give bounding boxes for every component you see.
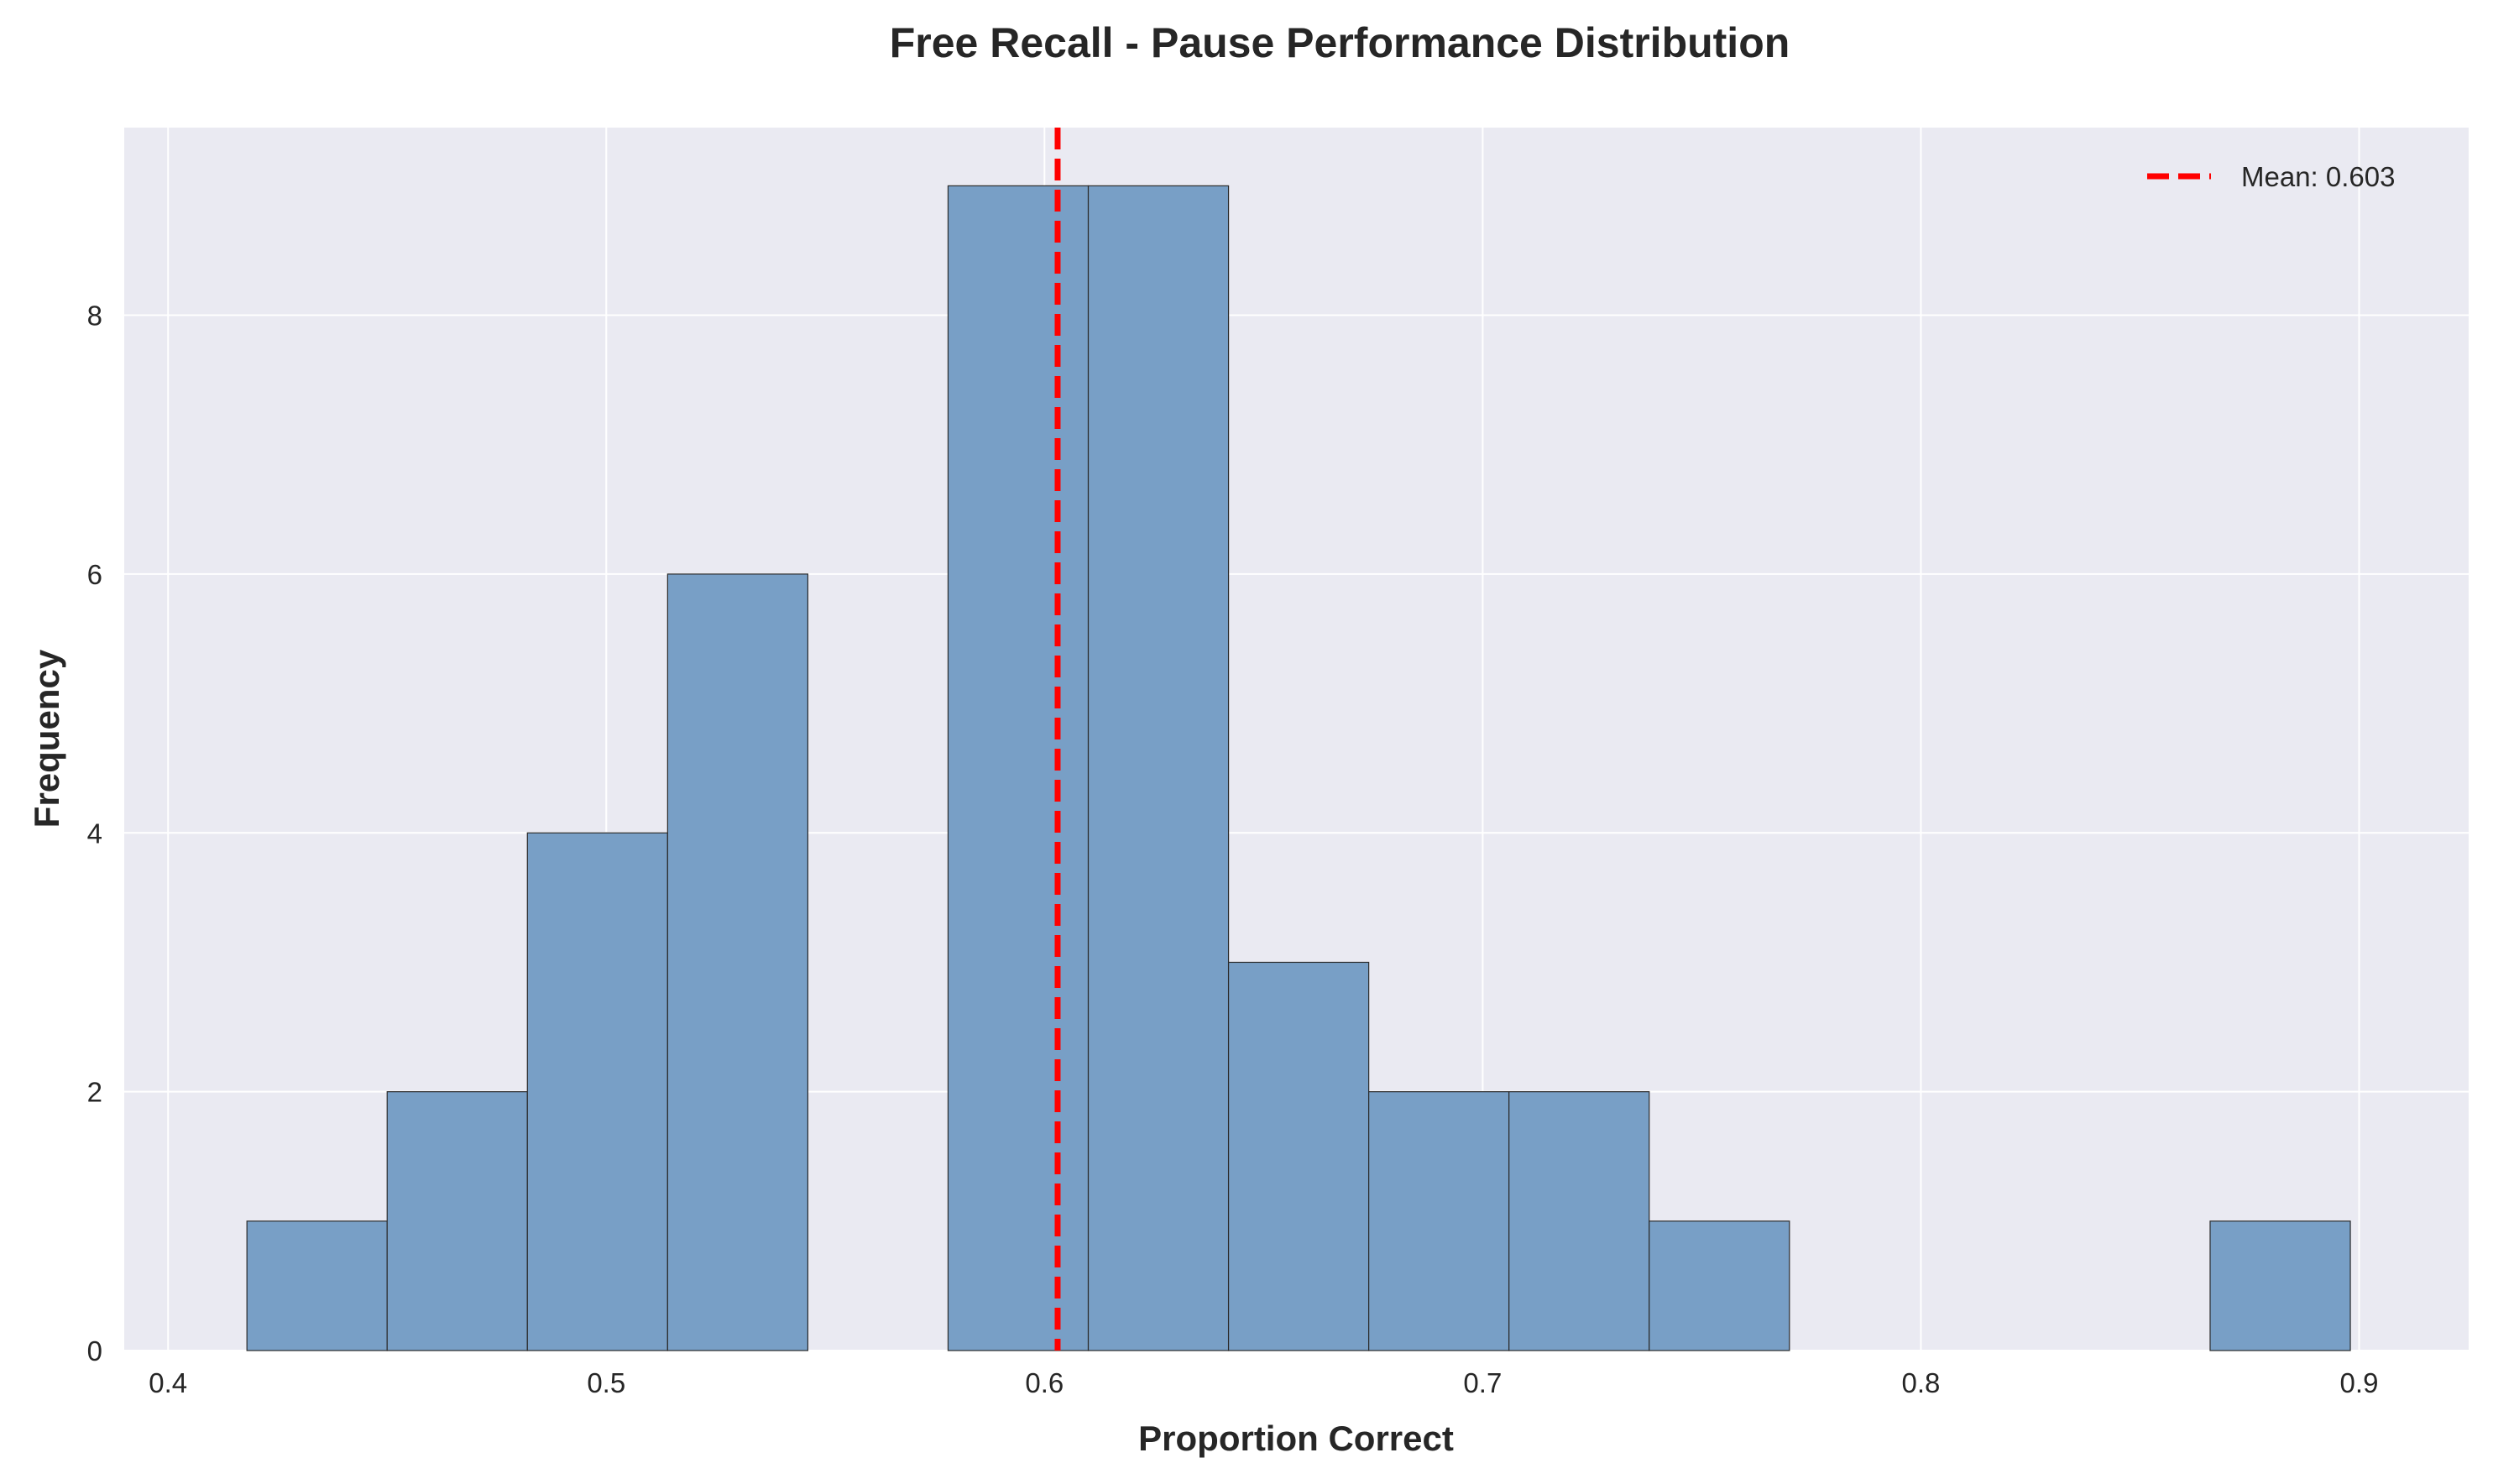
chart-title: Free Recall - Pause Performance Distribu…	[890, 19, 1790, 66]
y-tick-label: 6	[87, 559, 102, 590]
histogram-bar	[2209, 1220, 2351, 1351]
x-axis-label: Proportion Correct	[1138, 1419, 1454, 1458]
y-axis-label: Frequency	[27, 649, 66, 828]
tick-labels: 0.4 0.5 0.6 0.7 0.8 0.9 0 2 4 6 8	[87, 300, 2379, 1398]
x-tick-label: 0.6	[1025, 1367, 1064, 1398]
x-tick-label: 0.9	[2340, 1367, 2379, 1398]
histogram-bars	[246, 185, 2351, 1351]
histogram-bar	[1087, 185, 1230, 1351]
x-tick-label: 0.5	[587, 1367, 625, 1398]
legend-mean-label: Mean: 0.603	[2241, 161, 2395, 192]
y-tick-label: 4	[87, 818, 102, 849]
legend: Mean: 0.603	[2147, 161, 2395, 192]
y-tick-label: 2	[87, 1077, 102, 1108]
histogram-bar	[1649, 1220, 1790, 1351]
histogram-bar	[246, 1220, 388, 1351]
x-tick-label: 0.8	[1901, 1367, 1940, 1398]
x-tick-label: 0.7	[1463, 1367, 1502, 1398]
histogram-bar	[666, 573, 809, 1351]
histogram-bar	[526, 832, 668, 1351]
y-tick-label: 8	[87, 300, 102, 332]
histogram-bar	[1508, 1091, 1650, 1351]
histogram-bar	[1227, 961, 1370, 1351]
histogram-bar	[386, 1091, 528, 1351]
x-tick-label: 0.4	[149, 1367, 187, 1398]
histogram-bar	[1368, 1091, 1510, 1351]
histogram-bar	[947, 185, 1090, 1351]
y-tick-label: 0	[87, 1335, 102, 1366]
